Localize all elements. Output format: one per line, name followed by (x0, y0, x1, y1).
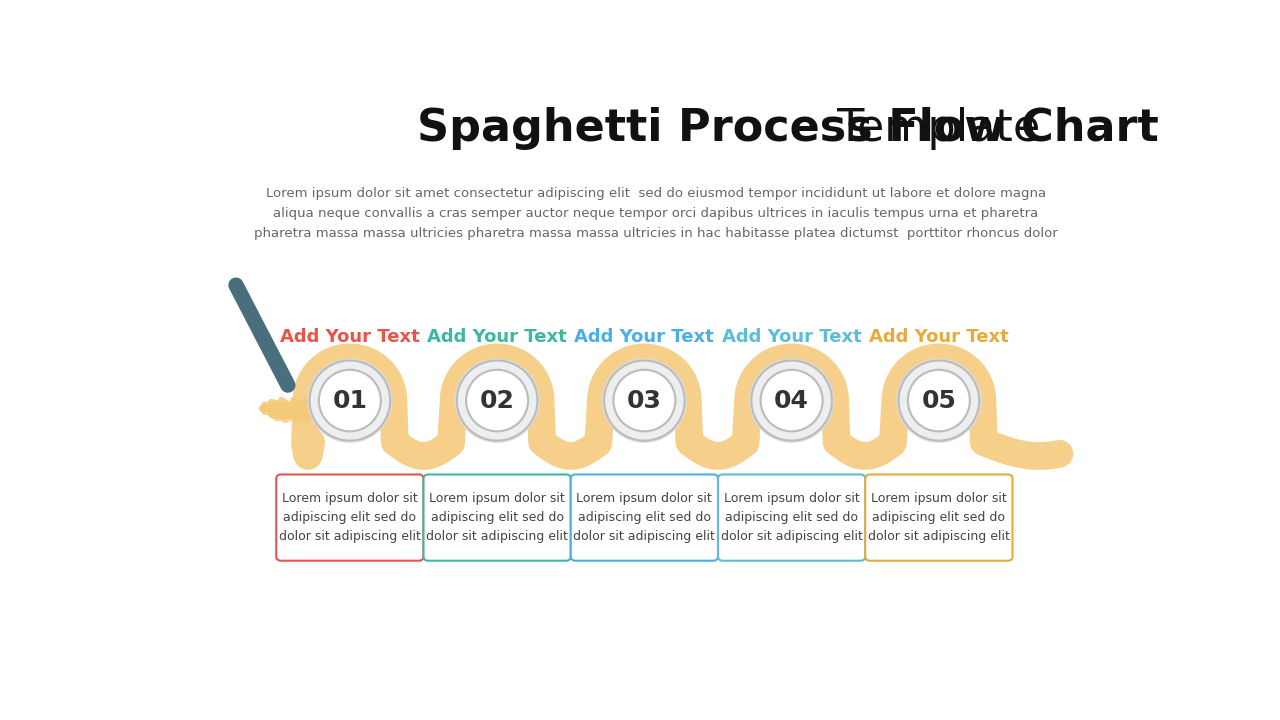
Circle shape (613, 370, 676, 431)
Text: 05: 05 (922, 389, 956, 413)
Circle shape (308, 359, 392, 442)
Circle shape (908, 370, 970, 431)
Circle shape (604, 361, 685, 441)
Circle shape (899, 361, 979, 441)
Text: Lorem ipsum dolor sit
adipiscing elit sed do
dolor sit adipiscing elit: Lorem ipsum dolor sit adipiscing elit se… (573, 492, 716, 543)
Circle shape (456, 359, 539, 442)
Circle shape (319, 370, 381, 431)
Text: 01: 01 (333, 389, 367, 413)
FancyBboxPatch shape (276, 474, 424, 561)
Circle shape (310, 361, 390, 441)
Text: Lorem ipsum dolor sit
adipiscing elit sed do
dolor sit adipiscing elit: Lorem ipsum dolor sit adipiscing elit se… (279, 492, 421, 543)
Circle shape (466, 370, 529, 431)
FancyBboxPatch shape (571, 474, 718, 561)
FancyBboxPatch shape (424, 474, 571, 561)
Text: Spaghetti Process Flow Chart: Spaghetti Process Flow Chart (417, 107, 1160, 150)
Circle shape (603, 359, 686, 442)
Circle shape (897, 359, 980, 442)
Circle shape (750, 359, 833, 442)
Text: Add Your Text: Add Your Text (575, 328, 714, 346)
Text: 04: 04 (774, 389, 809, 413)
Text: Add Your Text: Add Your Text (722, 328, 861, 346)
Text: Add Your Text: Add Your Text (280, 328, 420, 346)
Circle shape (760, 370, 823, 431)
Circle shape (457, 361, 538, 441)
Text: 03: 03 (627, 389, 662, 413)
Text: 02: 02 (480, 389, 515, 413)
Text: Add Your Text: Add Your Text (428, 328, 567, 346)
FancyBboxPatch shape (718, 474, 865, 561)
Text: Lorem ipsum dolor sit
adipiscing elit sed do
dolor sit adipiscing elit: Lorem ipsum dolor sit adipiscing elit se… (426, 492, 568, 543)
Text: Template: Template (823, 107, 1041, 150)
Text: Add Your Text: Add Your Text (869, 328, 1009, 346)
FancyBboxPatch shape (865, 474, 1012, 561)
Text: Lorem ipsum dolor sit
adipiscing elit sed do
dolor sit adipiscing elit: Lorem ipsum dolor sit adipiscing elit se… (721, 492, 863, 543)
Text: Lorem ipsum dolor sit
adipiscing elit sed do
dolor sit adipiscing elit: Lorem ipsum dolor sit adipiscing elit se… (868, 492, 1010, 543)
Circle shape (751, 361, 832, 441)
Text: Lorem ipsum dolor sit amet consectetur adipiscing elit  sed do eiusmod tempor in: Lorem ipsum dolor sit amet consectetur a… (255, 187, 1057, 240)
